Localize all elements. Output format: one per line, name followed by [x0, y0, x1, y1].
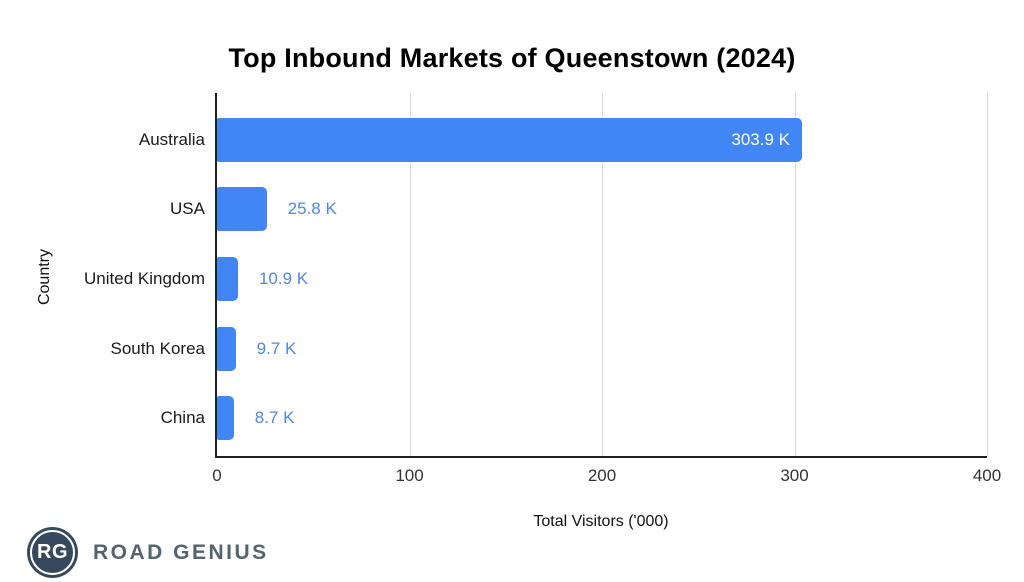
value-label-australia: 303.9 K [731, 129, 790, 149]
x-axis-ticks: 0 100 200 300 400 [212, 466, 1001, 488]
logo-name: ROAD GENIUS [93, 540, 269, 564]
bar-row-south-korea: 9.7 K [217, 314, 987, 384]
bar-south-korea [217, 326, 236, 371]
bar-usa [217, 187, 267, 232]
road-genius-logo: RG ROAD GENIUS [27, 527, 269, 578]
category-label-australia: Australia [138, 129, 205, 149]
value-label-china: 8.7 K [254, 408, 295, 428]
gridline-400 [987, 93, 988, 456]
category-label-china: China [160, 408, 205, 428]
x-tick-400: 400 [972, 466, 1002, 485]
gridline-300 [794, 93, 796, 456]
category-axis-labels: Australia USA United Kingdom South Korea Chi… [0, 105, 205, 453]
gridline-200 [602, 93, 603, 456]
plot-area: 303.9 K 25.8 K 10.9 K 9.7 K 8.7 K [215, 93, 988, 458]
x-axis-title: Total Visitors ('000) [533, 513, 669, 530]
x-tick-100: 100 [395, 466, 424, 485]
x-tick-200: 200 [587, 466, 617, 485]
rg-badge-icon: RG [27, 527, 78, 578]
bar-row-usa: 25.8 K [217, 175, 987, 245]
value-label-south-korea: 9.7 K [256, 338, 297, 358]
category-label-united-kingdom: United Kingdom [84, 268, 205, 288]
bar-row-china: 8.7 K [217, 383, 987, 453]
bar-rows: 303.9 K 25.8 K 10.9 K 9.7 K 8.7 K [217, 105, 987, 451]
bar-row-united-kingdom: 10.9 K [217, 244, 987, 314]
category-label-south-korea: South Korea [110, 338, 205, 358]
x-tick-300: 300 [780, 466, 809, 485]
value-label-usa: 25.8 K [287, 199, 337, 219]
value-label-united-kingdom: 10.9 K [258, 268, 309, 288]
bar-china [217, 396, 234, 441]
x-tick-0: 0 [212, 466, 222, 485]
chart-title: Top Inbound Markets of Queenstown (2024) [228, 43, 796, 73]
gridline-100 [409, 93, 411, 456]
rg-badge-text: RG [37, 541, 68, 563]
bar-united-kingdom [217, 256, 238, 301]
category-label-usa: USA [170, 199, 205, 219]
bar-row-australia: 303.9 K [217, 105, 987, 175]
bar-australia: 303.9 K [217, 117, 802, 162]
